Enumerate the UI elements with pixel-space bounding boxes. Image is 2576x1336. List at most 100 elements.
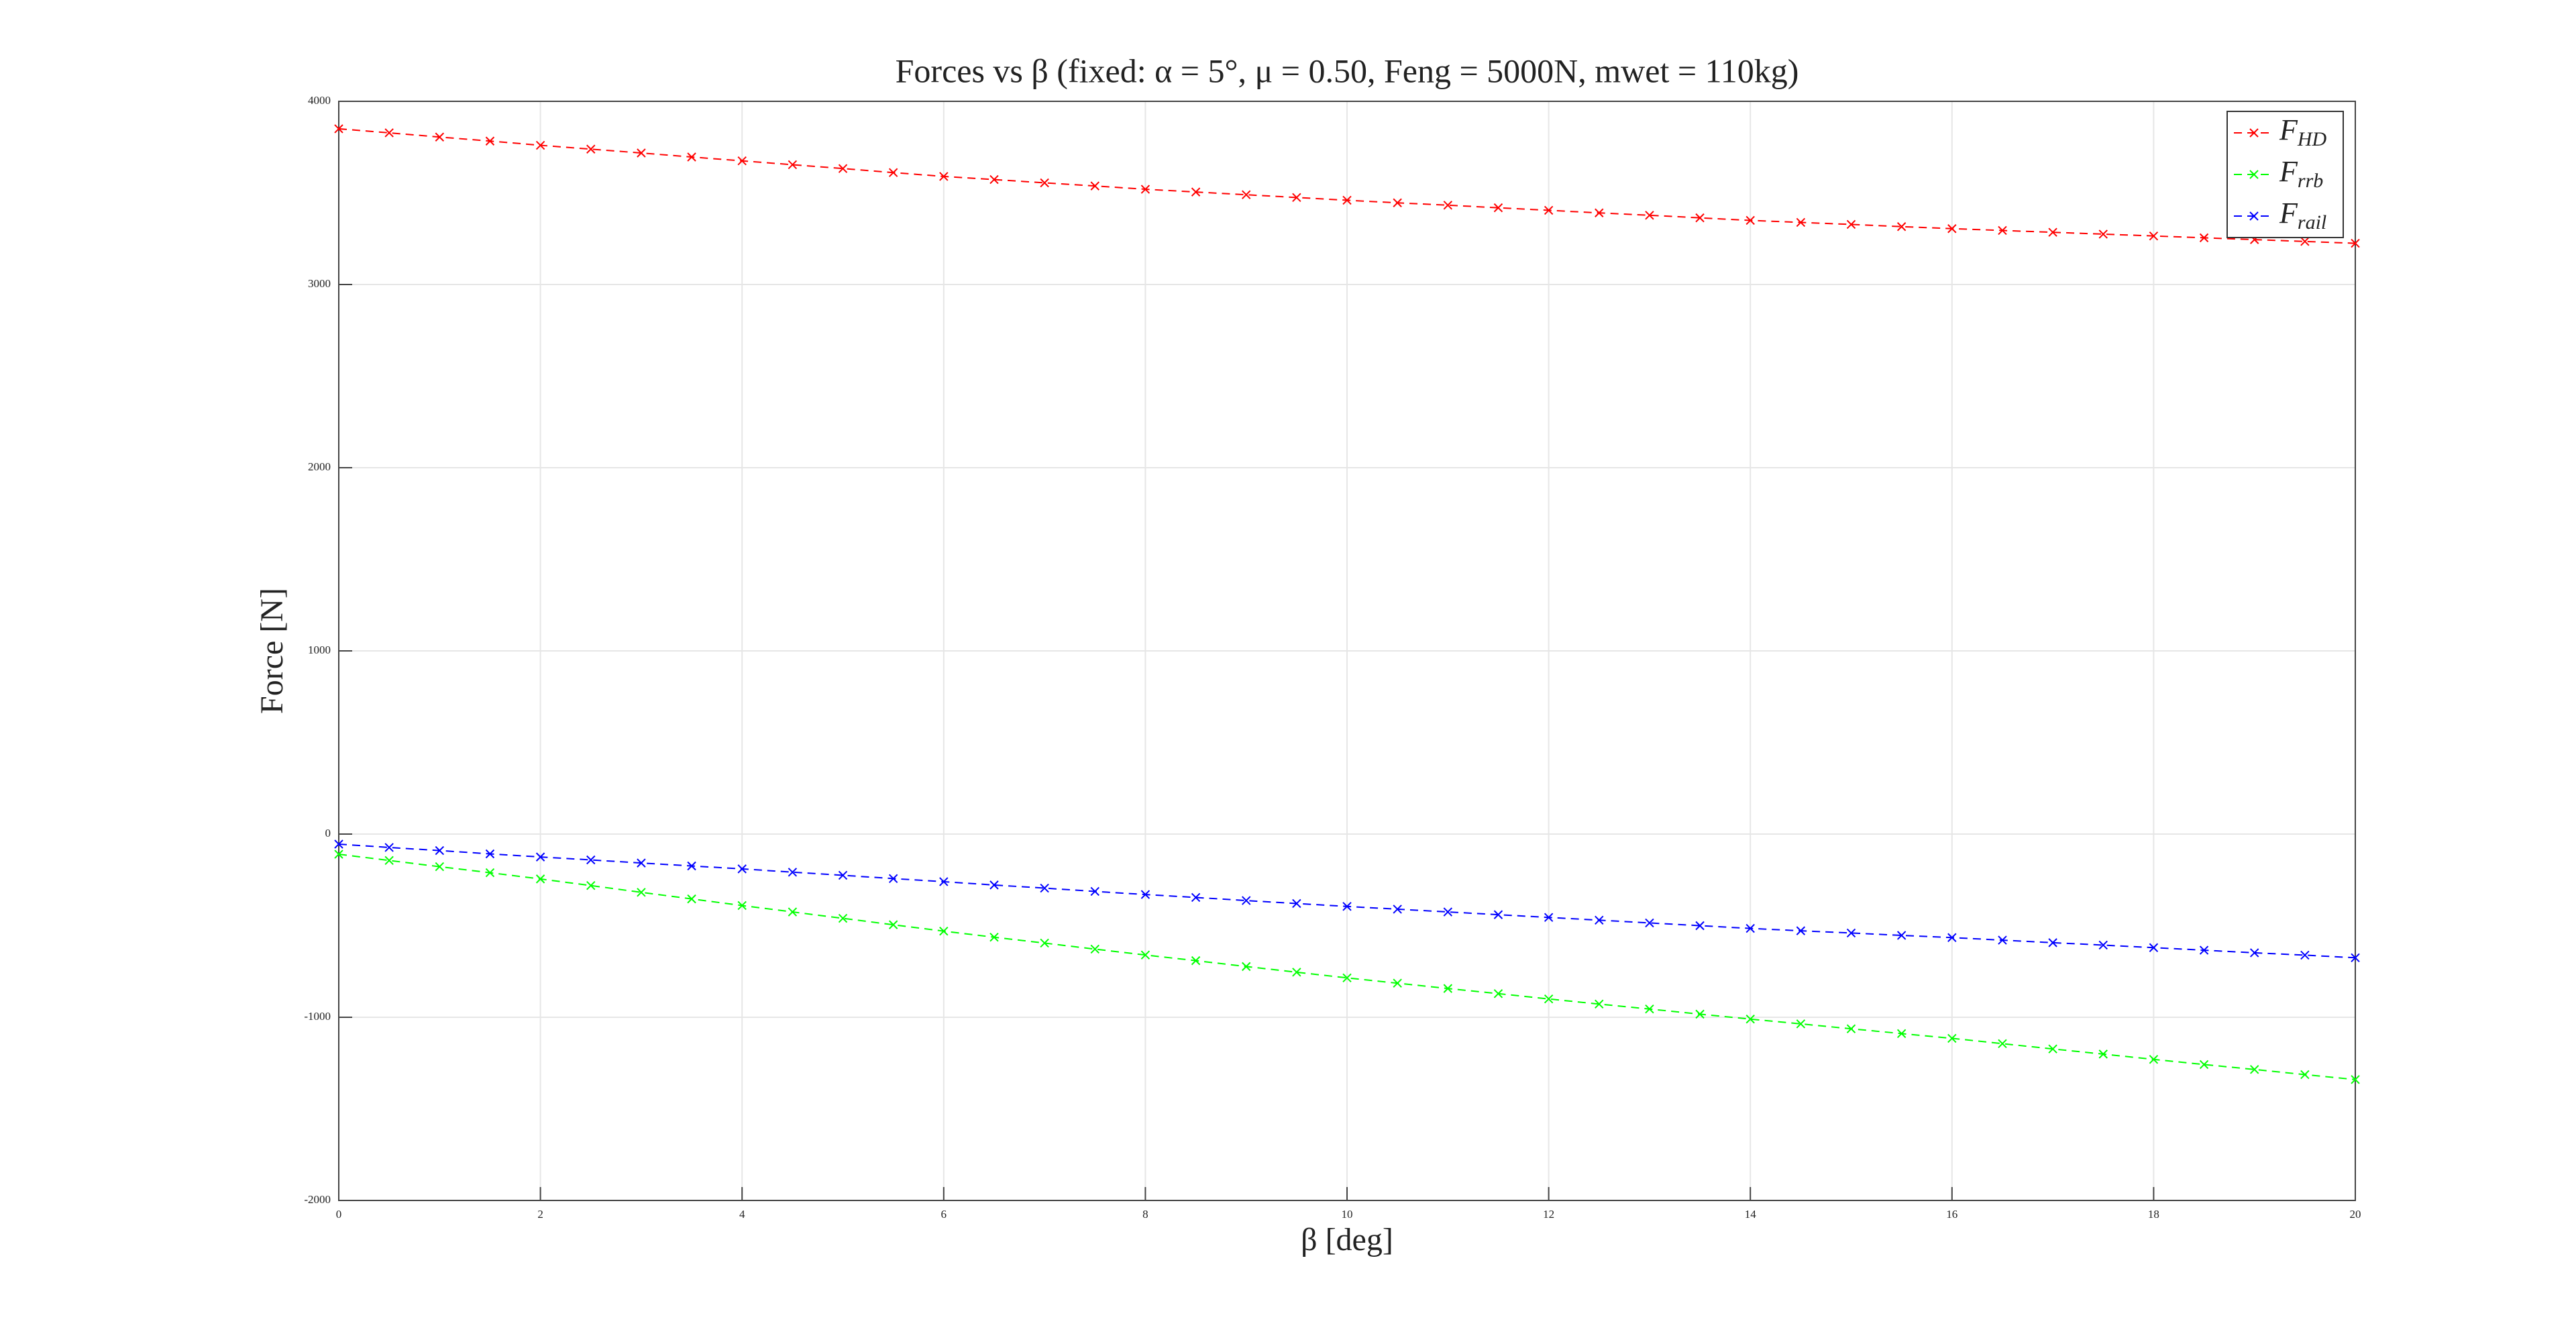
marker-stroke bbox=[2048, 1044, 2057, 1054]
y-tick-label: 4000 bbox=[308, 94, 331, 107]
marker bbox=[535, 852, 545, 862]
marker bbox=[1595, 915, 1604, 925]
marker-stroke bbox=[2249, 128, 2259, 138]
marker-stroke bbox=[1241, 896, 1251, 905]
marker bbox=[2300, 950, 2310, 960]
marker-stroke bbox=[2149, 943, 2159, 952]
y-tick-label: 3000 bbox=[308, 277, 331, 290]
marker-stroke bbox=[586, 855, 596, 865]
marker bbox=[939, 172, 949, 181]
marker-stroke bbox=[435, 862, 445, 872]
marker bbox=[334, 850, 343, 859]
marker-stroke bbox=[485, 136, 495, 146]
marker-stroke bbox=[535, 874, 545, 884]
marker bbox=[1998, 225, 2007, 236]
marker bbox=[788, 907, 798, 917]
marker bbox=[1746, 923, 1755, 933]
marker bbox=[737, 156, 747, 166]
marker bbox=[788, 868, 798, 877]
marker-stroke bbox=[485, 868, 495, 878]
marker-stroke bbox=[1140, 890, 1150, 899]
marker-stroke bbox=[1493, 203, 1503, 213]
marker-stroke bbox=[1846, 1024, 1856, 1033]
marker-stroke bbox=[888, 168, 898, 177]
marker-stroke bbox=[1493, 989, 1503, 998]
marker-stroke bbox=[1040, 938, 1049, 948]
marker bbox=[838, 913, 848, 923]
marker-stroke bbox=[384, 843, 394, 852]
marker-stroke bbox=[1342, 195, 1352, 205]
marker-stroke bbox=[1595, 915, 1604, 925]
marker-stroke bbox=[1695, 921, 1705, 931]
marker-stroke bbox=[2199, 945, 2209, 955]
marker bbox=[384, 128, 394, 138]
marker bbox=[435, 845, 445, 856]
marker-stroke bbox=[939, 877, 949, 886]
marker bbox=[1090, 944, 1099, 954]
y-tick-label: 1000 bbox=[308, 644, 331, 656]
marker bbox=[1544, 913, 1554, 922]
marker-stroke bbox=[1846, 928, 1856, 938]
x-tick-label: 0 bbox=[336, 1208, 342, 1221]
marker-stroke bbox=[939, 172, 949, 181]
marker bbox=[888, 874, 898, 884]
marker bbox=[1140, 890, 1150, 899]
marker-stroke bbox=[384, 128, 394, 138]
marker-stroke bbox=[1998, 1039, 2007, 1049]
y-tick-label: 0 bbox=[325, 827, 331, 839]
marker bbox=[1947, 1033, 1957, 1043]
marker bbox=[1443, 984, 1453, 993]
marker bbox=[1191, 892, 1201, 903]
marker bbox=[1393, 198, 1402, 207]
marker-stroke bbox=[1241, 962, 1251, 972]
marker-stroke bbox=[838, 913, 848, 923]
marker-stroke bbox=[989, 932, 999, 942]
marker bbox=[2249, 948, 2259, 958]
marker bbox=[989, 174, 999, 185]
marker-stroke bbox=[1090, 886, 1099, 896]
marker bbox=[1695, 1009, 1705, 1019]
marker-stroke bbox=[1544, 913, 1554, 922]
x-tick-label: 10 bbox=[1342, 1208, 1353, 1221]
marker bbox=[2300, 1070, 2310, 1080]
marker bbox=[637, 888, 646, 897]
marker bbox=[989, 932, 999, 942]
marker bbox=[1595, 208, 1604, 217]
marker bbox=[1695, 213, 1705, 223]
marker bbox=[1645, 211, 1654, 220]
marker bbox=[435, 132, 445, 142]
marker bbox=[384, 856, 394, 866]
marker bbox=[788, 160, 798, 170]
marker bbox=[838, 870, 848, 880]
marker-stroke bbox=[1998, 935, 2007, 945]
marker-stroke bbox=[637, 858, 646, 868]
marker-stroke bbox=[788, 907, 798, 917]
marker-stroke bbox=[485, 849, 495, 859]
marker-stroke bbox=[989, 174, 999, 185]
marker-stroke bbox=[2300, 237, 2310, 246]
marker-stroke bbox=[2249, 948, 2259, 958]
marker bbox=[1846, 219, 1856, 229]
marker bbox=[1846, 928, 1856, 938]
marker bbox=[637, 858, 646, 868]
marker-stroke bbox=[737, 156, 747, 166]
marker-stroke bbox=[334, 124, 343, 134]
marker-stroke bbox=[435, 845, 445, 856]
marker-stroke bbox=[2249, 170, 2259, 179]
marker-stroke bbox=[535, 852, 545, 862]
x-tick-label: 16 bbox=[1946, 1208, 1957, 1221]
marker-stroke bbox=[737, 901, 747, 911]
marker-stroke bbox=[1645, 1005, 1654, 1014]
marker bbox=[2048, 227, 2057, 237]
x-tick-label: 8 bbox=[1142, 1208, 1148, 1221]
marker-stroke bbox=[2098, 229, 2108, 239]
marker-stroke bbox=[1191, 892, 1201, 903]
marker-stroke bbox=[1796, 1019, 1806, 1029]
marker bbox=[1241, 962, 1251, 972]
marker-stroke bbox=[1645, 918, 1654, 928]
y-axis-label: Force [N] bbox=[254, 588, 290, 714]
marker bbox=[1393, 978, 1402, 988]
marker bbox=[2199, 1060, 2209, 1070]
marker bbox=[2351, 238, 2360, 248]
marker bbox=[435, 862, 445, 872]
